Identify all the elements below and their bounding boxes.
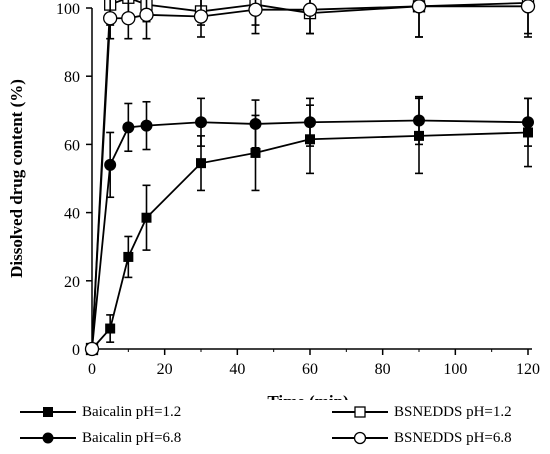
series-3 [84, 0, 536, 357]
data-point [103, 11, 118, 26]
y-tick-label: 80 [64, 69, 80, 86]
data-point [249, 117, 262, 130]
legend-item-bsnedds-ph-1-2: BSNEDDS pH=1.2 [330, 402, 512, 422]
x-tick-label: 40 [229, 361, 245, 378]
legend: Baicalin pH=1.2 Baicalin pH=6.8 BSNEDDS … [0, 400, 550, 454]
x-tick-label: 80 [375, 361, 391, 378]
series-1 [86, 95, 534, 355]
series-0 [87, 97, 533, 354]
series-2 [85, 0, 535, 356]
y-tick-label: 0 [72, 342, 80, 359]
filled-square-marker-icon [20, 407, 76, 417]
data-point [195, 116, 207, 129]
data-point [248, 2, 263, 17]
y-tick-label: 20 [64, 274, 80, 291]
data-point [123, 251, 134, 262]
legend-item-baicalin-ph-1-2: Baicalin pH=1.2 [18, 402, 181, 422]
plot-axes: 0 20 40 60 80 100 0 20 40 60 80 100 120 [56, 1, 540, 378]
data-point [140, 119, 153, 132]
legend-label: BSNEDDS pH=1.2 [394, 403, 512, 420]
y-tick-label: 100 [56, 1, 80, 18]
data-point [522, 116, 534, 129]
data-point [302, 2, 318, 17]
data-point [139, 7, 154, 22]
data-point [304, 116, 316, 129]
x-tick-label: 100 [443, 361, 467, 378]
series-line [91, 0, 529, 350]
chart: 0 20 40 60 80 100 0 20 40 60 80 100 120 Dissolved dr… [7, 0, 540, 400]
series-layer [84, 0, 536, 357]
data-point [105, 323, 116, 334]
x-tick-label: 0 [88, 361, 96, 378]
legend-label: Baicalin pH=6.8 [82, 429, 182, 446]
y-axis-label: Dissolved drug content (%) [7, 79, 26, 278]
data-point [141, 212, 152, 223]
x-tick-label: 20 [157, 361, 173, 378]
legend-label: Baicalin pH=1.2 [82, 403, 182, 420]
legend-label: BSNEDDS pH=6.8 [394, 429, 512, 446]
x-axis-label: Time (min) [267, 392, 348, 400]
legend-item-baicalin-ph-6-8: Baicalin pH=6.8 [18, 428, 181, 448]
data-point [520, 0, 536, 14]
x-tick-label: 120 [516, 361, 540, 378]
legend-item-bsnedds-ph-6-8: BSNEDDS pH=6.8 [330, 428, 512, 448]
open-square-marker-icon [332, 406, 388, 418]
x-tick-label: 60 [302, 361, 318, 378]
y-tick-label: 60 [64, 137, 80, 154]
filled-circle-marker-icon [20, 432, 76, 444]
data-point [411, 0, 427, 14]
data-point [193, 9, 209, 24]
data-point [196, 158, 206, 169]
y-tick-label: 40 [64, 206, 80, 223]
data-point [121, 11, 136, 26]
data-point [413, 114, 425, 127]
open-circle-marker-icon [332, 431, 388, 445]
data-point [122, 121, 135, 134]
data-point [84, 341, 100, 357]
data-point [104, 158, 117, 171]
data-point [250, 147, 261, 158]
series-line [91, 5, 528, 350]
